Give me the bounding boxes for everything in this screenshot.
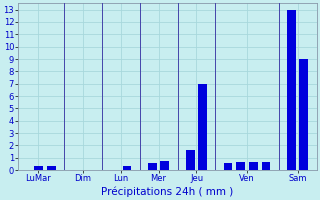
Bar [236, 162, 245, 170]
Bar [249, 162, 258, 170]
Bar [287, 10, 296, 170]
X-axis label: Précipitations 24h ( mm ): Précipitations 24h ( mm ) [101, 186, 234, 197]
Bar [123, 166, 132, 170]
Bar [47, 166, 56, 170]
Bar [300, 59, 308, 170]
Bar [198, 84, 207, 170]
Bar [160, 161, 169, 170]
Bar [261, 162, 270, 170]
Bar [224, 163, 233, 170]
Bar [186, 150, 195, 170]
Bar [34, 166, 43, 170]
Bar [148, 163, 157, 170]
